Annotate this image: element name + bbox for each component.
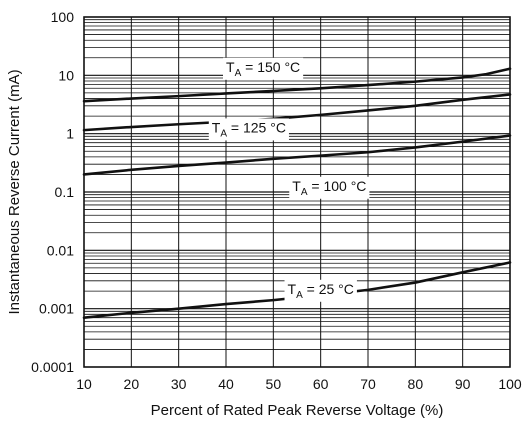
x-tick-label: 50: [266, 376, 282, 392]
series-label-rest: = 25 °C: [303, 281, 354, 297]
series-label-bg: [284, 279, 357, 302]
grid-layer: [84, 17, 510, 367]
label-layer: TA = 150 °CTA = 125 °CTA = 100 °CTA = 25…: [208, 57, 370, 302]
series-label-main: T: [288, 281, 297, 297]
series-label-rest: = 150 °C: [241, 59, 300, 75]
x-tick-label: 20: [124, 376, 140, 392]
series-label: TA = 125 °C: [212, 119, 286, 139]
series-label-main: T: [212, 119, 221, 135]
y-tick-label: 0.0001: [31, 359, 74, 375]
series-label-subscript: A: [220, 128, 227, 139]
series-label-subscript: A: [301, 187, 308, 198]
axis-layer: 10 20 30 40 50 60 70 80 90 100 0.0001 0.001 0.01 0.1 1…: [31, 9, 522, 392]
x-tick-label: 30: [171, 376, 187, 392]
series-label: TA = 150 °C: [226, 59, 300, 79]
series-label-rest: = 125 °C: [227, 119, 286, 135]
series-label-bg: [223, 57, 304, 80]
series-line-2: [82, 134, 512, 176]
x-tick-label: 90: [455, 376, 471, 392]
y-axis-title: Instantaneous Reverse Current (mA): [6, 69, 23, 314]
series-label-main: T: [292, 178, 301, 194]
series-label-subscript: A: [235, 68, 242, 79]
series-label-bg: [208, 118, 289, 141]
y-tick-label: 1: [66, 126, 74, 142]
plot-frame: [83, 16, 511, 368]
x-tick-label: 100: [498, 376, 522, 392]
series-label-rest: = 100 °C: [308, 178, 367, 194]
x-axis-title: Percent of Rated Peak Reverse Voltage (%…: [151, 402, 444, 419]
x-tick-label: 80: [408, 376, 424, 392]
y-tick-label: 10: [58, 67, 74, 83]
series-label: TA = 100 °C: [292, 178, 366, 198]
series-line-1: [82, 93, 512, 132]
x-tick-label: 10: [76, 376, 92, 392]
x-tick-label: 40: [218, 376, 234, 392]
y-tick-label: 0.001: [39, 301, 74, 317]
y-tick-label: 0.01: [47, 242, 74, 258]
x-tick-label: 70: [360, 376, 376, 392]
y-tick-label: 100: [51, 9, 75, 25]
series-label-main: T: [226, 59, 235, 75]
x-tick-label: 60: [313, 376, 329, 392]
series-label: TA = 25 °C: [288, 281, 354, 301]
y-tick-label: 0.1: [55, 184, 75, 200]
series-line-0: [82, 67, 512, 103]
series-label-subscript: A: [296, 290, 303, 301]
series-label-bg: [289, 176, 370, 199]
